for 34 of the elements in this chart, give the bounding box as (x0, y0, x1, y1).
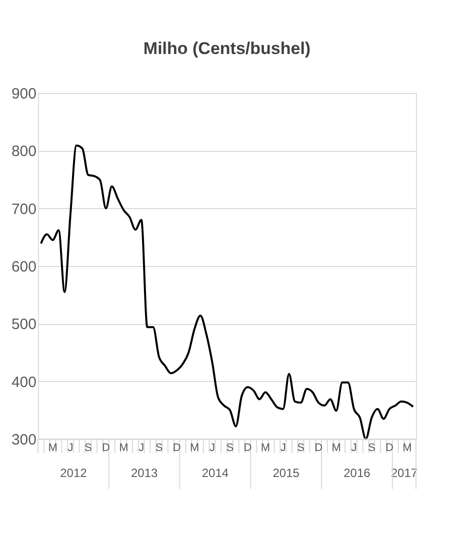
x-tick-label: M (48, 442, 58, 454)
x-tick-label: J (68, 442, 74, 454)
x-tick-label: S (155, 442, 163, 454)
x-tick-label: D (102, 442, 110, 454)
text: 2015 (272, 466, 300, 480)
y-tick-label: 700 (11, 200, 36, 218)
y-tick-label: 600 (11, 258, 36, 276)
y-tick-label: 300 (11, 432, 36, 448)
y-tick-label: 800 (11, 143, 36, 160)
x-tick-label: M (332, 442, 341, 454)
x-tick-label: D (244, 442, 252, 454)
x-tick-label: S (368, 442, 376, 454)
x-tick-label: D (385, 442, 394, 454)
x-tick-label: J (209, 442, 215, 454)
y-tick-label: 900 (11, 86, 36, 102)
x-tick-label: S (84, 442, 92, 454)
x-tick-label: M (190, 442, 200, 454)
x-tick-label: M (260, 442, 270, 454)
text: 2013 (130, 466, 158, 480)
text: 2012 (60, 466, 88, 480)
text: 2016 (344, 466, 371, 480)
x-tick-label: M (402, 442, 412, 454)
y-tick-label: 400 (11, 374, 36, 391)
y-tick-label: 500 (11, 316, 36, 334)
x-tick-label: J (280, 442, 286, 454)
x-tick-label: J (138, 442, 144, 454)
text: 2014 (202, 466, 229, 480)
x-tick-label: D (314, 442, 323, 454)
x-tick-label: J (351, 442, 357, 454)
x-tick-label: D (172, 442, 181, 454)
x-tick-label: S (226, 442, 234, 454)
x-tick-label: M (119, 442, 128, 454)
chart-title: Milho (Cents/bushel) (143, 39, 311, 58)
x-tick-label: S (297, 442, 304, 454)
